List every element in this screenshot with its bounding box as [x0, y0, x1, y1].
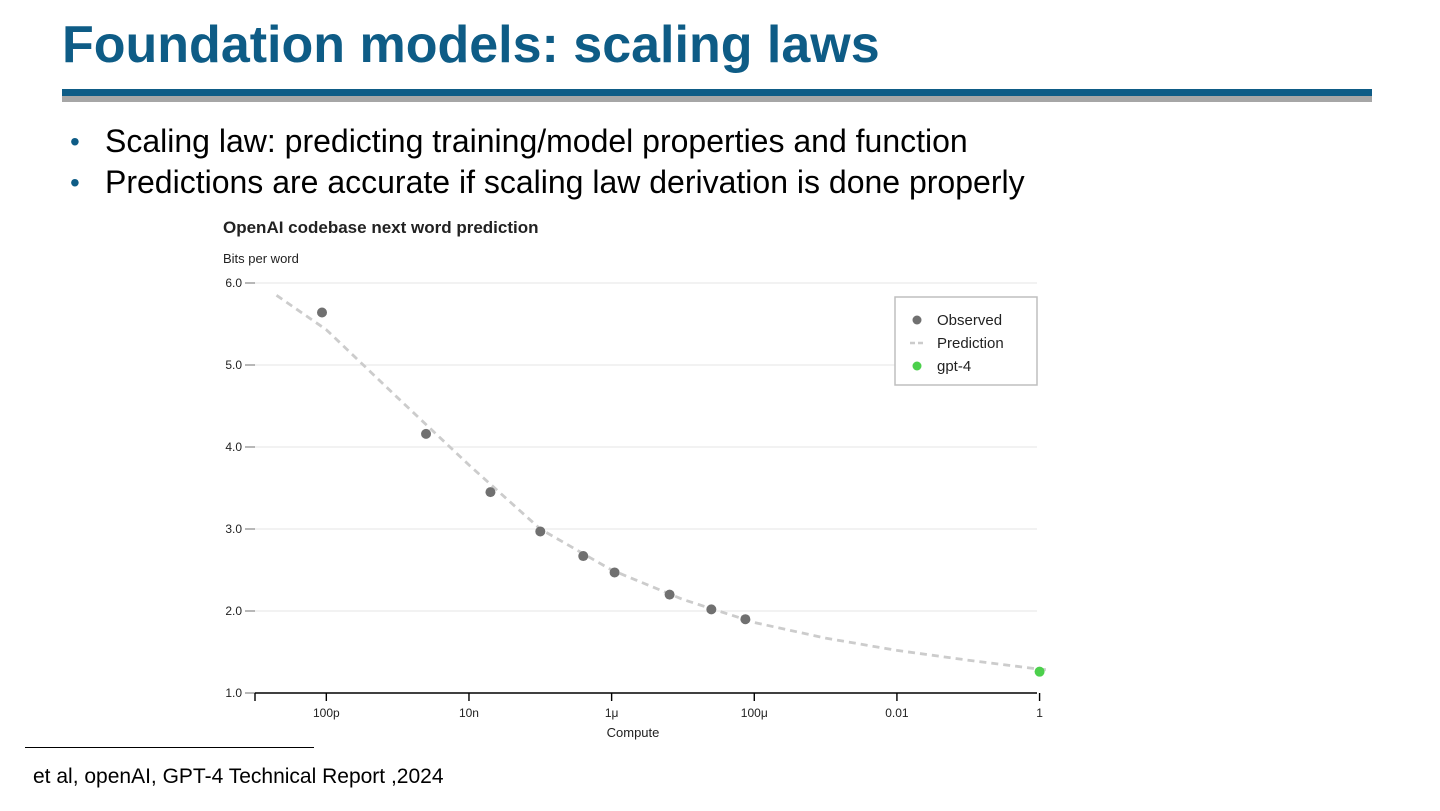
- bullet-text: Scaling law: predicting training/model p…: [105, 123, 968, 159]
- legend-marker: [912, 361, 922, 371]
- slide-title: Foundation models: scaling laws: [62, 16, 880, 74]
- observed-point: [317, 307, 328, 318]
- observed-point: [706, 604, 717, 615]
- x-tick-label: 1μ: [605, 706, 619, 720]
- footnote: et al, openAI, GPT-4 Technical Report ,2…: [33, 765, 444, 788]
- y-axis-label: Bits per word: [223, 251, 299, 266]
- x-tick-label: 100μ: [741, 706, 768, 720]
- legend-label: Observed: [937, 312, 1002, 329]
- y-tick-label: 4.0: [225, 440, 242, 454]
- bullet-list: • Scaling law: predicting training/model …: [70, 121, 1025, 203]
- observed-point: [609, 567, 620, 578]
- chart-title: OpenAI codebase next word prediction: [223, 218, 539, 237]
- legend-box: [894, 296, 1038, 386]
- bullet-dot-icon: •: [70, 167, 80, 198]
- y-tick-label: 5.0: [225, 358, 242, 372]
- y-tick-label: 3.0: [225, 522, 242, 536]
- bullet-item: • Scaling law: predicting training/model …: [70, 121, 1025, 162]
- y-tick-label: 6.0: [225, 276, 242, 290]
- bullet-item: • Predictions are accurate if scaling law…: [70, 162, 1025, 203]
- x-tick-label: 0.01: [885, 706, 909, 720]
- title-rule-blue: [62, 89, 1372, 96]
- scaling-law-chart: OpenAI codebase next word prediction Bit…: [223, 218, 1051, 740]
- x-axis-label: Compute: [607, 725, 660, 740]
- observed-point: [485, 487, 496, 498]
- x-tick-label: 10n: [459, 706, 479, 720]
- x-tick-label: 100p: [313, 706, 340, 720]
- prediction-line: [275, 294, 1051, 672]
- series: [275, 294, 1051, 677]
- bullet-text: Predictions are accurate if scaling law …: [105, 164, 1025, 200]
- y-tick-label: 1.0: [225, 686, 242, 700]
- observed-point: [664, 589, 675, 600]
- observed-point: [535, 526, 546, 537]
- x-tick-label: 1: [1036, 706, 1043, 720]
- legend: Observed Prediction gpt-4: [894, 296, 1038, 386]
- observed-point: [421, 428, 432, 439]
- axes: 1.0 2.0 3.0 4.0 5.0 6.0 100p 10n 1μ 100μ 0.01 1: [225, 276, 1043, 720]
- legend-label: Prediction: [937, 335, 1004, 352]
- observed-point: [578, 551, 589, 562]
- bullet-dot-icon: •: [70, 126, 80, 157]
- gpt4-point: [1034, 666, 1045, 677]
- y-tick-label: 2.0: [225, 604, 242, 618]
- observed-point: [740, 614, 751, 625]
- footnote-rule: [25, 747, 314, 748]
- title-rule-gray: [62, 96, 1372, 102]
- legend-label: gpt-4: [937, 358, 971, 375]
- legend-marker: [912, 315, 922, 325]
